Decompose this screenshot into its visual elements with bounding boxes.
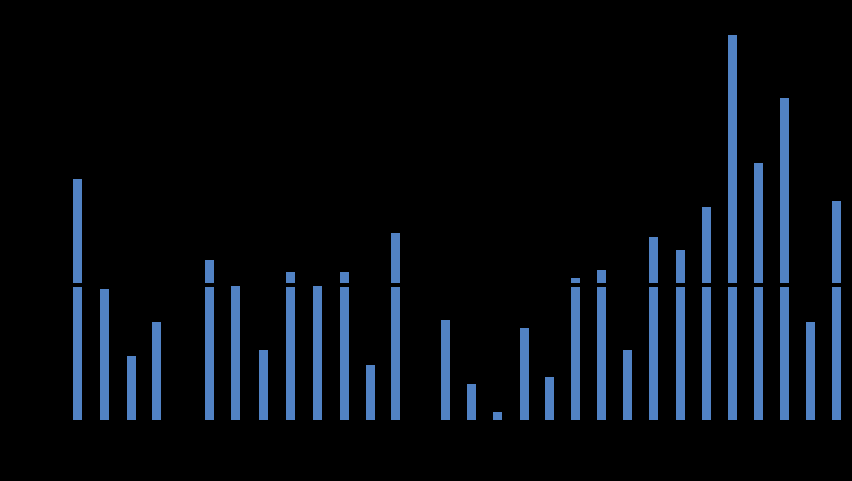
reference-marker-tick — [202, 283, 217, 287]
bar — [127, 356, 136, 420]
bar — [832, 201, 841, 420]
bar — [597, 270, 606, 420]
bar — [286, 272, 295, 420]
bar — [623, 350, 632, 420]
reference-marker-tick — [337, 283, 352, 287]
reference-marker-tick — [829, 283, 844, 287]
reference-marker-tick — [646, 283, 661, 287]
bar — [340, 272, 349, 420]
reference-marker-tick — [70, 283, 85, 287]
bar — [728, 35, 737, 420]
bar — [366, 365, 375, 420]
bar — [780, 98, 789, 420]
bar — [676, 250, 685, 420]
bar — [806, 322, 815, 420]
bar — [205, 260, 214, 420]
reference-marker-tick — [699, 283, 714, 287]
reference-marker-tick — [725, 283, 740, 287]
reference-marker-tick — [388, 283, 403, 287]
reference-marker-tick — [751, 283, 766, 287]
bar — [152, 322, 161, 420]
reference-marker-tick — [568, 283, 583, 287]
bar — [649, 237, 658, 420]
bar — [545, 377, 554, 420]
bar — [571, 278, 580, 420]
bar — [754, 163, 763, 420]
reference-marker-tick — [283, 283, 298, 287]
bar — [231, 286, 240, 420]
bar — [467, 384, 476, 420]
bar — [441, 320, 450, 420]
bar — [313, 286, 322, 420]
bar — [391, 233, 400, 420]
reference-marker-tick — [777, 283, 792, 287]
reference-marker-tick — [673, 283, 688, 287]
bar — [73, 179, 82, 420]
bar — [100, 289, 109, 420]
reference-marker-tick — [594, 283, 609, 287]
bar — [259, 350, 268, 420]
bar — [702, 207, 711, 420]
bar — [520, 328, 529, 420]
bar — [493, 412, 502, 420]
